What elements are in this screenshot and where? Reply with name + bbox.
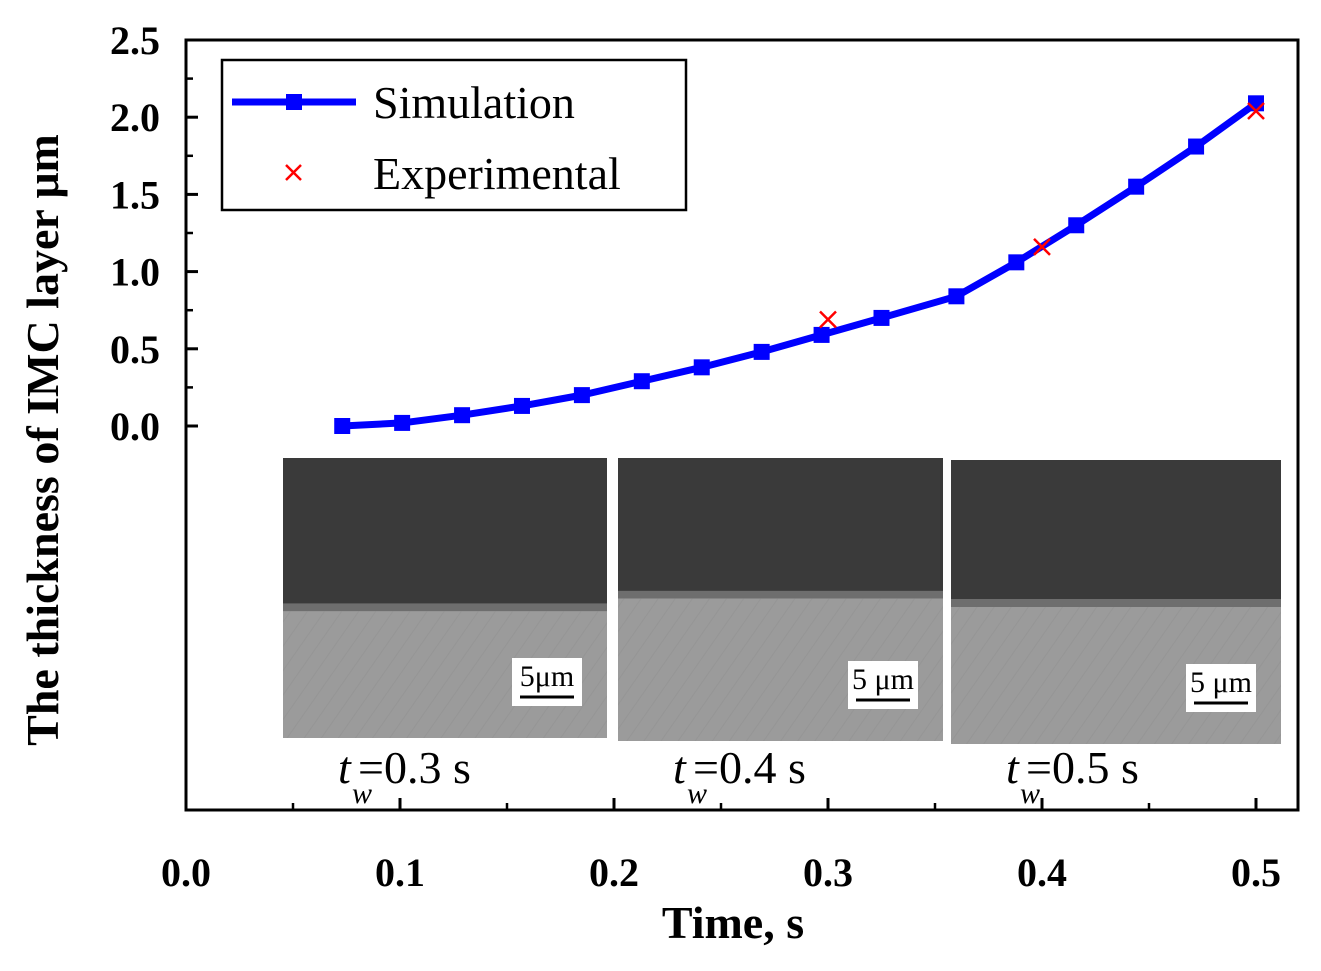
x-tick-label: 0.3 — [803, 850, 853, 895]
inset-sem-image: 5 μm tw=0.4 s — [618, 458, 943, 810]
inset-imc-layer — [951, 599, 1281, 607]
simulation-point — [334, 418, 351, 434]
simulation-point — [1068, 217, 1085, 234]
inset-caption-subscript: w — [687, 777, 707, 810]
experimental-point — [1247, 102, 1265, 120]
inset-caption-subscript: w — [1020, 777, 1040, 810]
simulation-point — [1128, 178, 1145, 195]
x-tick-label: 0.1 — [375, 850, 425, 895]
simulation-line — [342, 100, 1259, 430]
simulation-point — [1188, 138, 1205, 155]
experimental-point — [819, 310, 837, 329]
inset-sem-image: 5 μm tw=0.5 s — [951, 460, 1281, 810]
x-axis: 0.0 0.1 0.2 0.3 0.4 0.5 — [161, 798, 1281, 895]
inset-caption-subscript: w — [352, 777, 372, 810]
inset-caption-symbol: t — [1006, 742, 1020, 793]
y-axis-title: The thickness of IMC layer μm — [17, 134, 68, 746]
inset-caption-symbol: t — [338, 742, 352, 793]
simulation-point — [513, 397, 530, 414]
experimental-point — [1033, 238, 1051, 256]
y-tick-label: 2.5 — [110, 18, 160, 63]
inset-caption-value: =0.4 s — [693, 742, 806, 793]
legend-box — [220, 58, 688, 212]
simulation-point — [873, 309, 890, 326]
legend-experimental-label: Experimental — [373, 148, 621, 199]
y-tick-label: 2.0 — [110, 95, 160, 140]
x-tick-label: 0.2 — [589, 850, 639, 895]
simulation-point — [948, 288, 965, 305]
simulation-point — [454, 407, 471, 424]
inset-solder-region — [618, 458, 943, 594]
simulation-point — [693, 359, 710, 376]
x-tick-label: 0.0 — [161, 850, 211, 895]
legend-simulation-marker — [286, 94, 302, 110]
x-tick-label: 0.5 — [1231, 850, 1281, 895]
y-tick-label: 1.0 — [110, 250, 160, 295]
inset-caption-value: =0.5 s — [1026, 742, 1139, 793]
legend: Simulation Experimental — [220, 58, 688, 212]
legend-simulation-label: Simulation — [373, 77, 575, 128]
simulation-point — [573, 387, 590, 404]
inset-sem-image: 5μm tw=0.3 s — [283, 458, 607, 810]
y-tick-label: 1.5 — [110, 172, 160, 217]
scale-bar-label: 5 μm — [852, 663, 914, 696]
simulation-point — [813, 326, 830, 343]
simulation-point — [753, 343, 770, 360]
simulation-point — [633, 373, 650, 390]
legend-experimental-marker — [285, 164, 302, 181]
inset-imc-layer — [618, 590, 943, 599]
y-tick-label: 0.5 — [110, 327, 160, 372]
inset-solder-region — [951, 460, 1281, 602]
inset-caption-symbol: t — [673, 742, 687, 793]
y-axis: 0.0 0.5 1.0 1.5 2.0 2.5 — [110, 18, 198, 449]
series-layer — [334, 95, 1265, 434]
inset-solder-region — [283, 458, 607, 607]
scale-bar-label: 5 μm — [1190, 666, 1252, 699]
inset-imc-layer — [283, 603, 607, 612]
inset-caption-value: =0.3 s — [358, 742, 471, 793]
x-tick-label: 0.4 — [1017, 850, 1067, 895]
x-axis-title: Time, s — [662, 897, 804, 948]
simulation-point — [1008, 254, 1025, 271]
simulation-point — [394, 414, 411, 431]
y-tick-label: 0.0 — [110, 404, 160, 449]
scale-bar-label: 5μm — [520, 660, 574, 693]
simulation-point — [1248, 95, 1264, 112]
